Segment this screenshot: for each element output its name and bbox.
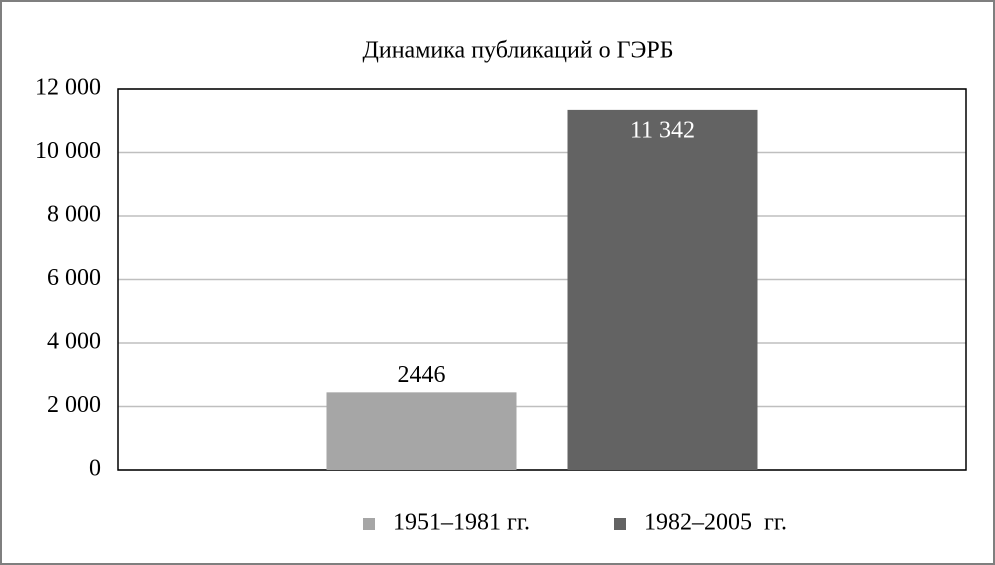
y-tick-label: 10 000 — [35, 138, 101, 164]
legend-label: 1951–1981 гг. — [393, 510, 530, 536]
legend-swatch — [363, 518, 375, 530]
legend-swatch — [614, 518, 626, 530]
legend-label: 1982–2005 гг. — [644, 510, 787, 536]
y-tick-label: 6 000 — [47, 265, 101, 291]
data-label: 2446 — [398, 362, 446, 388]
y-tick-label: 8 000 — [47, 202, 101, 228]
bar — [326, 392, 517, 470]
chart-title: Динамика публикаций о ГЭРБ — [363, 38, 674, 64]
y-tick-label: 4 000 — [47, 329, 101, 355]
y-tick-label: 2 000 — [47, 392, 101, 418]
y-tick-label: 12 000 — [35, 75, 101, 101]
y-tick-label: 0 — [89, 456, 101, 482]
data-label: 11 342 — [630, 117, 695, 143]
bar — [567, 109, 758, 470]
plot-frame — [117, 88, 967, 471]
